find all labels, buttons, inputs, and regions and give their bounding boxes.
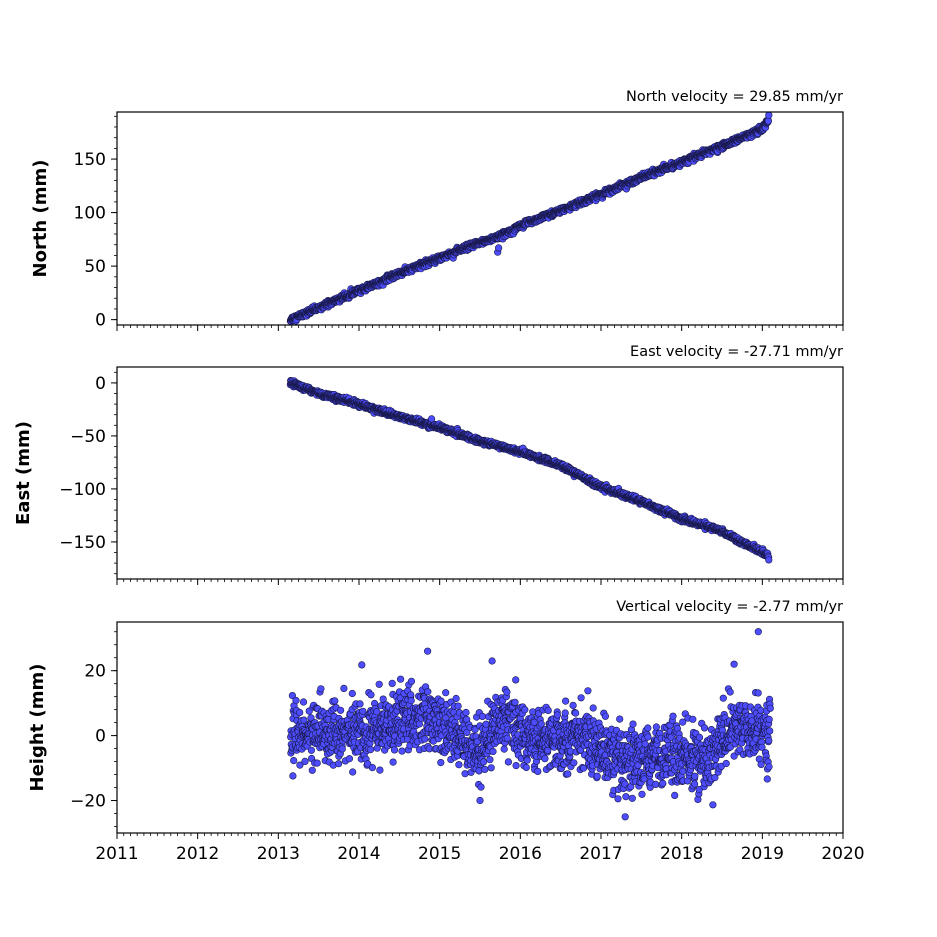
- height-data-point: [454, 702, 462, 710]
- height-data-point: [368, 763, 377, 772]
- height-data-point: [398, 747, 406, 755]
- height-data-point: [389, 758, 397, 766]
- height-data-point: [290, 756, 298, 765]
- east-y-axis-label: East (mm): [13, 421, 34, 525]
- east-data-point: [428, 415, 436, 423]
- height-data-point: [376, 766, 384, 774]
- height-data-point: [292, 696, 300, 705]
- east-axes-frame: [116, 366, 844, 580]
- height-data-point: [338, 745, 346, 753]
- north-y-axis-label: North (mm): [30, 160, 51, 278]
- height-data-point: [455, 761, 463, 769]
- height-data-point: [375, 680, 383, 688]
- height-data-point: [313, 759, 321, 767]
- height-data-point: [367, 691, 375, 699]
- height-data-point: [424, 688, 432, 696]
- height-data-point: [289, 772, 297, 780]
- height-data-point: [317, 685, 325, 693]
- east-y-tick-label: 0: [95, 374, 106, 394]
- height-data-point: [442, 689, 450, 697]
- height-data-point: [335, 760, 343, 768]
- height-data-point: [307, 746, 316, 754]
- height-data-point: [345, 755, 354, 763]
- height-data-point: [407, 677, 416, 685]
- height-data-point: [337, 706, 345, 714]
- height-data-point: [331, 697, 339, 705]
- height-data-point: [407, 696, 415, 705]
- east-y-tick-label: −150: [59, 533, 106, 553]
- height-data-point: [308, 766, 316, 774]
- east-panel: 0 −50 −100 −150 East velocity = -27.71 mm/yr…: [13, 344, 844, 585]
- east-velocity-title: East velocity = -27.71 mm/yr: [630, 344, 843, 360]
- north-velocity-title: North velocity = 29.85 mm/yr: [626, 89, 843, 105]
- north-y-tick-label: 150: [74, 150, 106, 170]
- height-data-point: [348, 689, 356, 698]
- height-data-point: [301, 757, 309, 766]
- north-data-point: [765, 111, 773, 119]
- height-data-point: [349, 768, 357, 776]
- north-y-tick-label: 0: [95, 311, 106, 331]
- east-y-tick-label: −100: [59, 480, 106, 500]
- height-data-point: [367, 745, 375, 754]
- height-data-point: [462, 708, 470, 717]
- height-data-point: [373, 708, 381, 716]
- height-data-point: [340, 684, 348, 693]
- height-data-point: [421, 735, 429, 743]
- height-data-point: [296, 708, 304, 717]
- height-data-point: [390, 746, 399, 754]
- east-y-tick-label: −50: [70, 427, 106, 447]
- height-panel: 2011 2012 2013 2014 2015 2016 2017 2018 2019 2020…: [27, 599, 865, 864]
- height-scatter-points: [287, 628, 774, 821]
- north-panel: 0 50 100 150 North velocity = 29.85 mm/yr Nor…: [30, 89, 844, 331]
- height-data-point: [461, 770, 469, 778]
- height-data-point: [437, 758, 445, 767]
- north-y-tick-label: 100: [74, 204, 106, 224]
- height-data-point: [299, 698, 308, 706]
- height-data-point: [358, 661, 366, 669]
- north-scatter-points: [286, 111, 773, 326]
- height-data-point: [397, 675, 405, 683]
- height-data-point: [356, 700, 364, 708]
- height-data-point: [388, 679, 396, 688]
- north-data-point: [495, 244, 503, 252]
- east-data-point: [765, 556, 773, 564]
- north-y-tick-label: 50: [84, 257, 106, 277]
- east-scatter-points: [286, 377, 773, 564]
- height-data-point: [452, 694, 460, 703]
